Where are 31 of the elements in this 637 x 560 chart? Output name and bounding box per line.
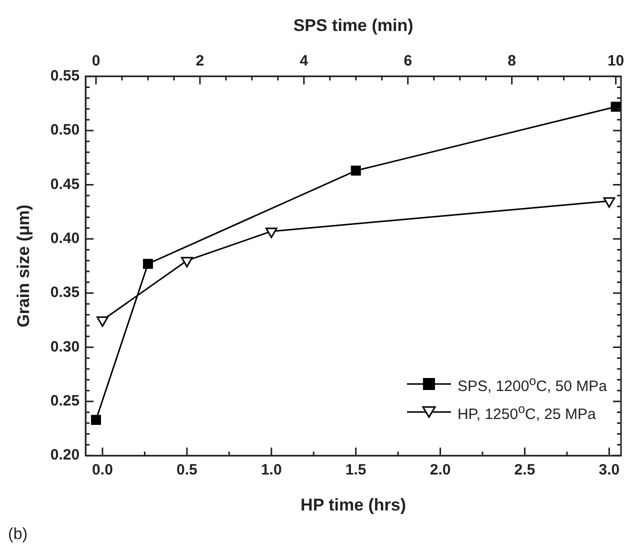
point [603, 197, 616, 208]
x-tick-label: 0.0 [92, 462, 113, 479]
y-tick-label: 0.35 [50, 284, 80, 302]
y-tick-label: 0.25 [50, 392, 80, 410]
x2-tick-label: 2 [196, 52, 204, 70]
x2-tick-label: 0 [92, 52, 100, 70]
y-tick-label: 0.30 [50, 338, 80, 356]
y-tick-label: 0.20 [50, 446, 80, 464]
x2-tick-label: 10 [607, 52, 624, 70]
legend-label: HP, 1250$^{o}$C, 25 MPa [457, 400, 596, 425]
x-tick-label: 2.5 [514, 462, 536, 479]
y-axis-title: Grain size (μm) [14, 204, 33, 328]
x2-axis-title: SPS time (min) [293, 16, 414, 35]
x-tick-label: 1.0 [260, 462, 282, 479]
x-tick-label: 1.5 [345, 462, 366, 479]
y-tick-label: 0.40 [50, 230, 80, 248]
y-tick-label: 0.50 [50, 122, 80, 139]
y-tick-label: 0.55 [50, 68, 80, 85]
legend-label: SPS, 1200$^{o}$C, 50 MPa [457, 372, 607, 397]
x2-tick-label: 8 [508, 52, 516, 70]
point [265, 228, 278, 238]
x2-tick-label: 6 [404, 52, 412, 70]
x-tick-label: 2.0 [430, 462, 451, 479]
point [96, 316, 108, 327]
x-tick-label: 3.0 [598, 462, 620, 479]
text: (b) [8, 526, 28, 544]
x-axis-title: HP time (hrs) [300, 495, 406, 514]
x-tick-label: 0.5 [176, 462, 198, 479]
x2-tick-label: 4 [300, 52, 309, 70]
point [180, 256, 193, 268]
y-tick-label: 0.45 [50, 176, 80, 193]
